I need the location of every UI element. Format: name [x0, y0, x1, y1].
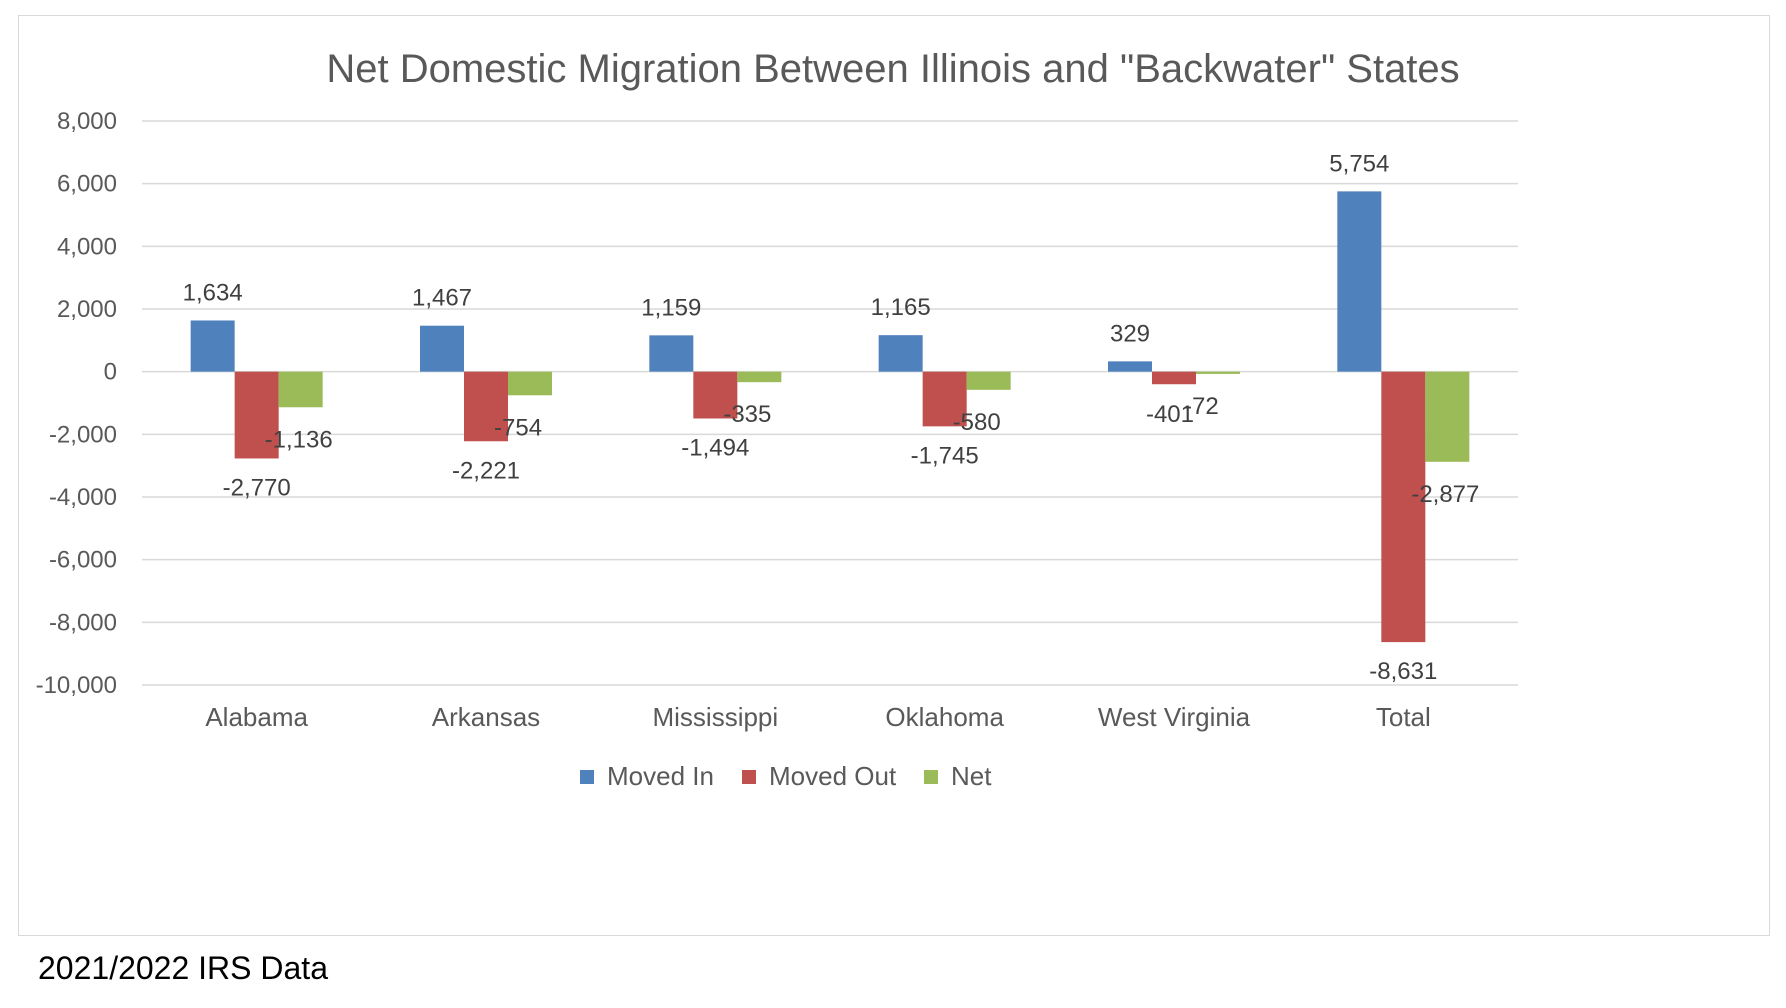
data-label: -2,877 — [1411, 481, 1479, 508]
data-label: 1,165 — [871, 294, 931, 321]
data-label: -754 — [494, 414, 542, 441]
chart-frame — [18, 15, 1770, 936]
bar-moved-in — [1337, 191, 1382, 372]
legend: Moved In Moved Out Net — [580, 761, 992, 791]
data-label: -335 — [723, 401, 771, 428]
y-tick-label: 0 — [104, 359, 117, 386]
bar-moved-in — [420, 325, 464, 372]
bar-moved-out — [693, 371, 738, 419]
legend-swatch — [580, 770, 594, 784]
gridlines — [142, 120, 1518, 686]
source-note: 2021/2022 IRS Data — [38, 950, 328, 986]
data-label: -2,221 — [452, 457, 520, 484]
bar-net — [1425, 371, 1470, 462]
bar-net — [737, 371, 782, 383]
data-label: -580 — [953, 409, 1001, 436]
x-tick-label: Arkansas — [432, 702, 540, 732]
y-tick-label: 4,000 — [57, 233, 117, 260]
y-tick-label: -4,000 — [49, 484, 117, 511]
bar-moved-in — [190, 320, 235, 372]
bar-net — [508, 371, 552, 396]
y-axis-ticks: 8,000 6,000 4,000 2,000 0 -2,000 -4,000 -6,000 -… — [36, 108, 117, 699]
bar-moved-in — [649, 335, 694, 372]
bar-net — [966, 371, 1011, 390]
y-tick-label: 8,000 — [57, 108, 117, 135]
bar-net — [278, 371, 323, 408]
data-label: -1,494 — [681, 434, 749, 461]
x-tick-label: West Virginia — [1098, 702, 1251, 732]
legend-label: Net — [951, 761, 992, 791]
data-label: 329 — [1110, 320, 1150, 347]
y-tick-label: -10,000 — [36, 672, 117, 699]
bar-moved-out — [1152, 371, 1196, 385]
data-label: -2,770 — [223, 474, 291, 501]
data-label: 1,159 — [641, 294, 701, 321]
x-tick-label: Alabama — [205, 702, 308, 732]
y-tick-label: -2,000 — [49, 421, 117, 448]
data-label: -8,631 — [1369, 658, 1437, 685]
data-label: 1,467 — [412, 285, 472, 312]
bar-moved-out — [1381, 371, 1426, 643]
y-tick-label: -6,000 — [49, 547, 117, 574]
bar-net — [1196, 371, 1240, 374]
data-labels: 1,634 -2,770 -1,136 1,467 -2,221 -754 1,159 -1,… — [183, 150, 1480, 685]
y-tick-label: 6,000 — [57, 171, 117, 198]
bar-moved-out — [234, 371, 279, 459]
x-axis-ticks: Alabama Arkansas Mississippi Oklahoma West V… — [205, 702, 1430, 732]
data-label: -401 — [1146, 401, 1194, 428]
data-label: 5,754 — [1329, 150, 1389, 177]
legend-swatch — [924, 770, 938, 784]
bar-moved-out — [922, 371, 967, 427]
y-tick-label: -8,000 — [49, 609, 117, 636]
data-label: -72 — [1184, 393, 1219, 420]
x-tick-label: Total — [1376, 702, 1431, 732]
legend-swatch — [742, 770, 756, 784]
x-tick-label: Oklahoma — [885, 702, 1004, 732]
data-label: -1,136 — [265, 426, 333, 453]
bar-moved-in — [878, 335, 923, 372]
x-tick-label: Mississippi — [652, 702, 778, 732]
bar-moved-out — [464, 371, 508, 442]
y-tick-label: 2,000 — [57, 296, 117, 323]
legend-label: Moved In — [607, 761, 714, 791]
legend-label: Moved Out — [769, 761, 897, 791]
bars — [190, 191, 1470, 643]
data-label: -1,745 — [911, 442, 979, 469]
data-label: 1,634 — [183, 279, 243, 306]
bar-moved-in — [1108, 361, 1152, 372]
chart-title: Net Domestic Migration Between Illinois … — [326, 47, 1459, 91]
